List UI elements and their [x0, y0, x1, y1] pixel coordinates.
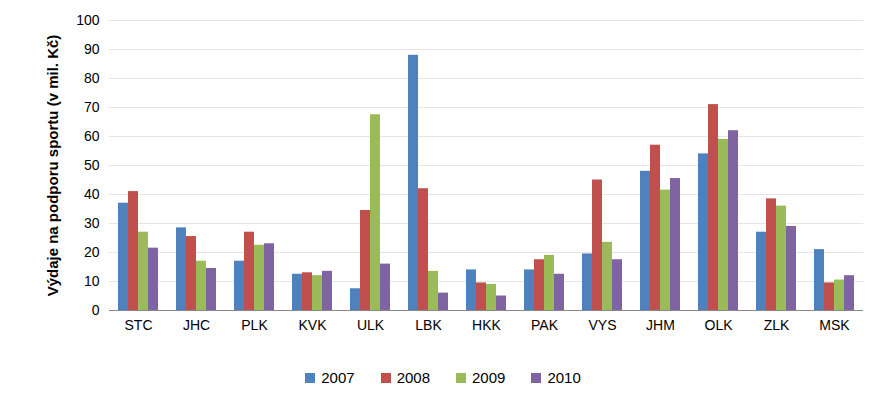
svg-text:OLK: OLK [704, 317, 733, 333]
svg-text:VYS: VYS [588, 317, 616, 333]
html-text:2010: 2010 [547, 369, 581, 386]
svg-text:20: 20 [84, 244, 100, 260]
svg-text:40: 40 [84, 186, 100, 202]
svg-text:50: 50 [84, 157, 100, 173]
svg-text:JHM: JHM [646, 317, 675, 333]
svg-text:70: 70 [84, 99, 100, 115]
svg-text:STC: STC [125, 317, 153, 333]
svg-text:10: 10 [84, 273, 100, 289]
svg-text:LBK: LBK [415, 317, 442, 333]
html-text:2007: 2007 [321, 369, 355, 386]
svg-text:60: 60 [84, 128, 100, 144]
svg-text:Výdaje na podporu sportu (v mi: Výdaje na podporu sportu (v mil. Kč) [44, 35, 61, 297]
svg-text:80: 80 [84, 70, 100, 86]
html-text:2008: 2008 [396, 369, 430, 386]
svg-text:HKK: HKK [472, 317, 501, 333]
svg-text:90: 90 [84, 41, 100, 57]
svg-text:ULK: ULK [357, 317, 385, 333]
svg-text:PAK: PAK [531, 317, 559, 333]
svg-text:0: 0 [92, 302, 100, 318]
html-text:2009: 2009 [472, 369, 506, 386]
svg-text:ZLK: ZLK [764, 317, 790, 333]
svg-text:JHC: JHC [183, 317, 210, 333]
svg-text:KVK: KVK [298, 317, 327, 333]
svg-text:MSK: MSK [819, 317, 850, 333]
svg-text:30: 30 [84, 215, 100, 231]
svg-text:100: 100 [76, 12, 100, 28]
svg-text:PLK: PLK [241, 317, 268, 333]
